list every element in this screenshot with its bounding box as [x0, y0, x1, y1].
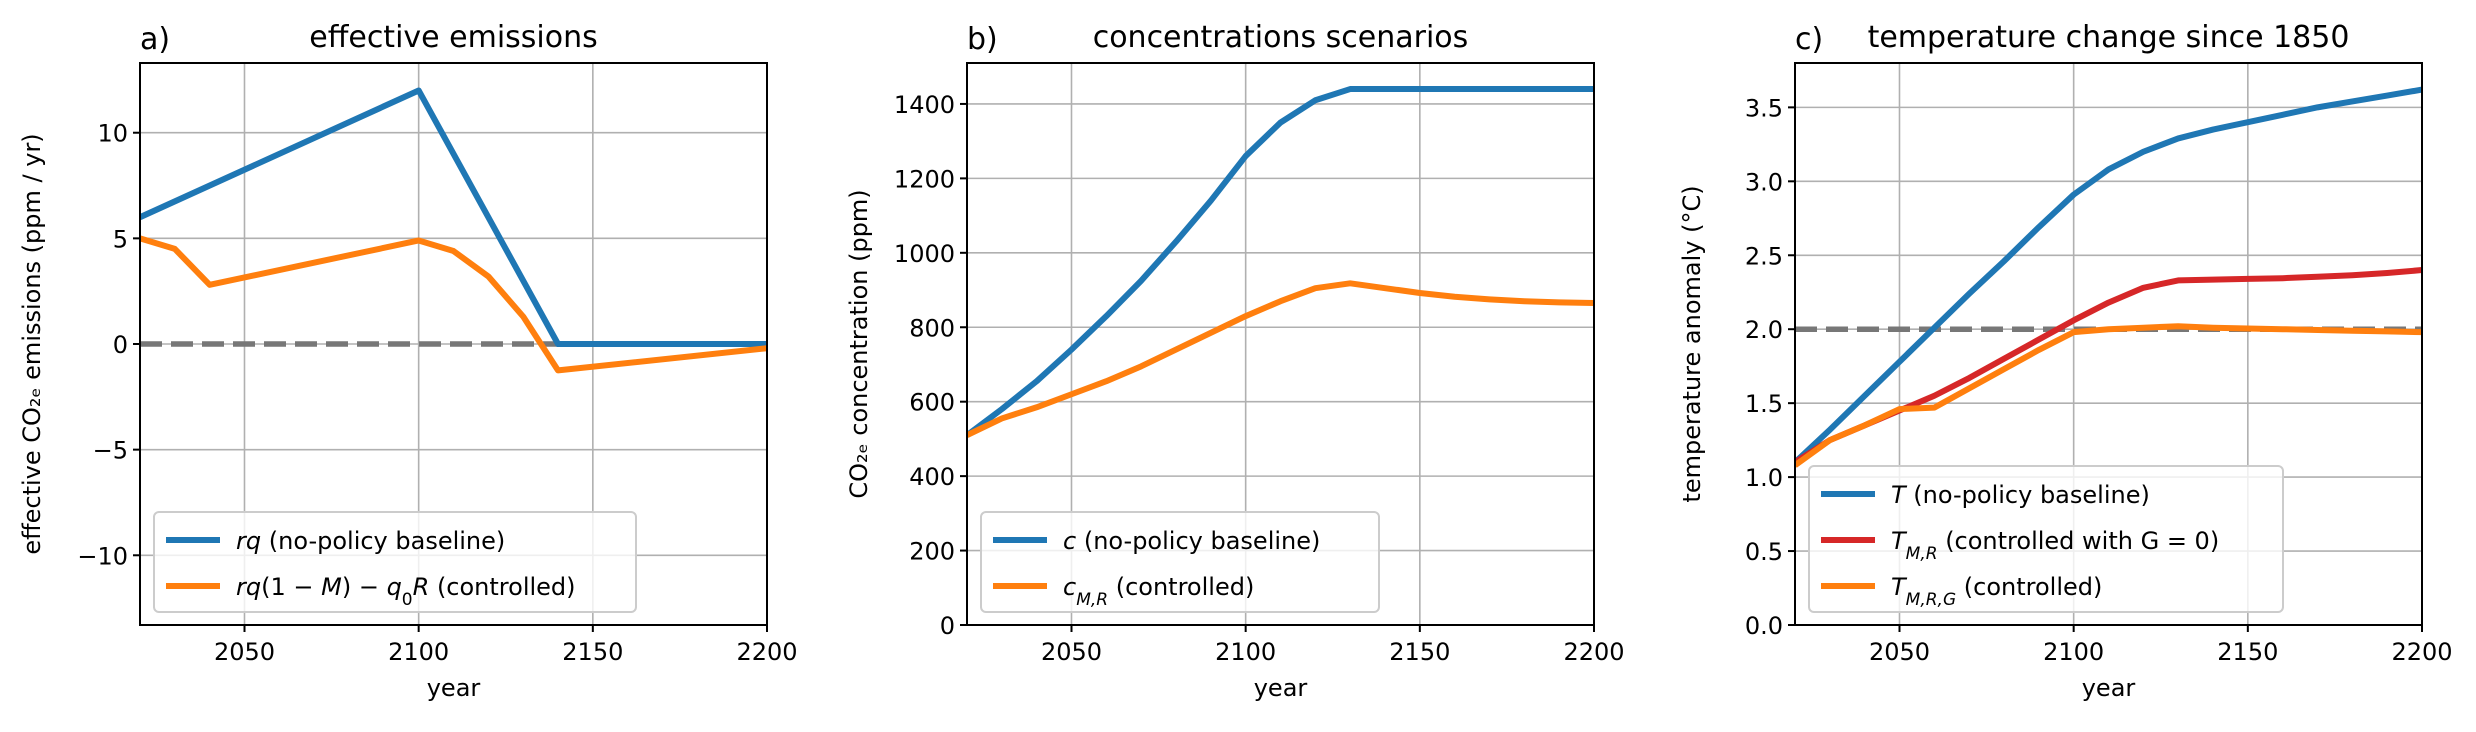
y-tick-label: 0	[940, 612, 955, 640]
x-tick-label: 2150	[1389, 638, 1450, 666]
legend-entry: T (no-policy baseline)	[1891, 481, 2150, 509]
x-axis-label: year	[1254, 674, 1308, 702]
y-tick-label: 10	[97, 120, 128, 148]
x-tick-label: 2050	[214, 638, 275, 666]
y-tick-label: 200	[909, 538, 955, 566]
axes-frame	[966, 62, 1595, 626]
x-tick-label: 2200	[736, 638, 797, 666]
x-tick-label: 2050	[1869, 638, 1930, 666]
x-tick-label: 2050	[1041, 638, 1102, 666]
series-line-2	[967, 280, 1594, 438]
legend-box	[153, 511, 637, 613]
y-axis-label: CO₂ₑ concentration (ppm)	[845, 189, 873, 498]
panel-label: a)	[140, 22, 170, 57]
legend-box	[980, 511, 1380, 613]
y-axis-label: effective CO₂ₑ emissions (ppm / yr)	[18, 133, 46, 554]
x-tick-label: 2200	[2391, 638, 2452, 666]
y-tick-label: 2.0	[1745, 316, 1783, 344]
legend-entry: cM,R (controlled)	[1063, 573, 1254, 610]
series-line-1	[1795, 86, 2422, 465]
y-tick-label: 800	[909, 314, 955, 342]
legend: T (no-policy baseline) TM,R (controlled w…	[1808, 465, 2284, 613]
legend-entry: TM,R,G (controlled)	[1891, 573, 2102, 610]
y-tick-label: 1200	[894, 165, 955, 193]
legend-entry: c (no-policy baseline)	[1063, 527, 1320, 555]
legend-entry: rq (no-policy baseline)	[236, 527, 505, 555]
chart-panel-2: 2050 2100 2150 2200 0 200 400 600 800 1000 1200 140…	[845, 20, 1625, 702]
legend-entry: TM,R (controlled with G = 0)	[1891, 527, 2219, 564]
x-tick-label: 2100	[388, 638, 449, 666]
axes-frame	[1794, 62, 2423, 626]
chart-title: effective emissions	[309, 20, 598, 55]
y-tick-label: 0	[113, 331, 128, 359]
series-line-1	[967, 86, 1594, 438]
legend: c (no-policy baseline) cM,R (controlled)	[980, 511, 1380, 613]
x-axis-label: year	[427, 674, 481, 702]
y-tick-label: 1400	[894, 91, 955, 119]
legend-box	[1808, 465, 2284, 613]
chart-panel-3: 2050 2100 2150 2200 0.0 0.5 1.0 1.5 2.0 2.5 3.0 3.5…	[1678, 20, 2453, 702]
chart-panel-1: 2050 2100 2150 2200 −10 −5 0 5 10 year effective C…	[18, 20, 798, 702]
chart-title: concentrations scenarios	[1093, 20, 1469, 55]
y-tick-label: 1.5	[1745, 390, 1783, 418]
series-line-3	[1795, 323, 2422, 468]
y-tick-label: 0.5	[1745, 538, 1783, 566]
y-tick-label: 600	[909, 389, 955, 417]
y-tick-label: 0.0	[1745, 612, 1783, 640]
x-axis-label: year	[2082, 674, 2136, 702]
y-tick-label: 3.0	[1745, 168, 1783, 196]
y-tick-label: 5	[113, 225, 128, 253]
legend: rq (no-policy baseline) rq(1 − M) − q0R (…	[153, 511, 637, 613]
y-tick-label: 2.5	[1745, 242, 1783, 270]
series-line-2	[140, 235, 767, 374]
y-tick-label: 3.5	[1745, 94, 1783, 122]
x-tick-label: 2200	[1563, 638, 1624, 666]
series-line-1	[140, 87, 767, 347]
y-tick-label: −5	[93, 437, 128, 465]
x-tick-label: 2100	[2043, 638, 2104, 666]
series-line-2	[1795, 267, 2422, 465]
y-axis-label: temperature anomaly (°C)	[1678, 185, 1706, 502]
y-tick-label: −10	[77, 542, 128, 570]
chart-title: temperature change since 1850	[1868, 20, 2350, 55]
x-tick-label: 2150	[2217, 638, 2278, 666]
panel-label: c)	[1795, 22, 1823, 57]
x-tick-label: 2100	[1215, 638, 1276, 666]
y-tick-label: 1.0	[1745, 464, 1783, 492]
y-tick-label: 400	[909, 463, 955, 491]
legend-entry: rq(1 − M) − q0R (controlled)	[236, 573, 576, 610]
y-tick-label: 1000	[894, 240, 955, 268]
panel-label: b)	[967, 22, 998, 57]
x-tick-label: 2150	[562, 638, 623, 666]
